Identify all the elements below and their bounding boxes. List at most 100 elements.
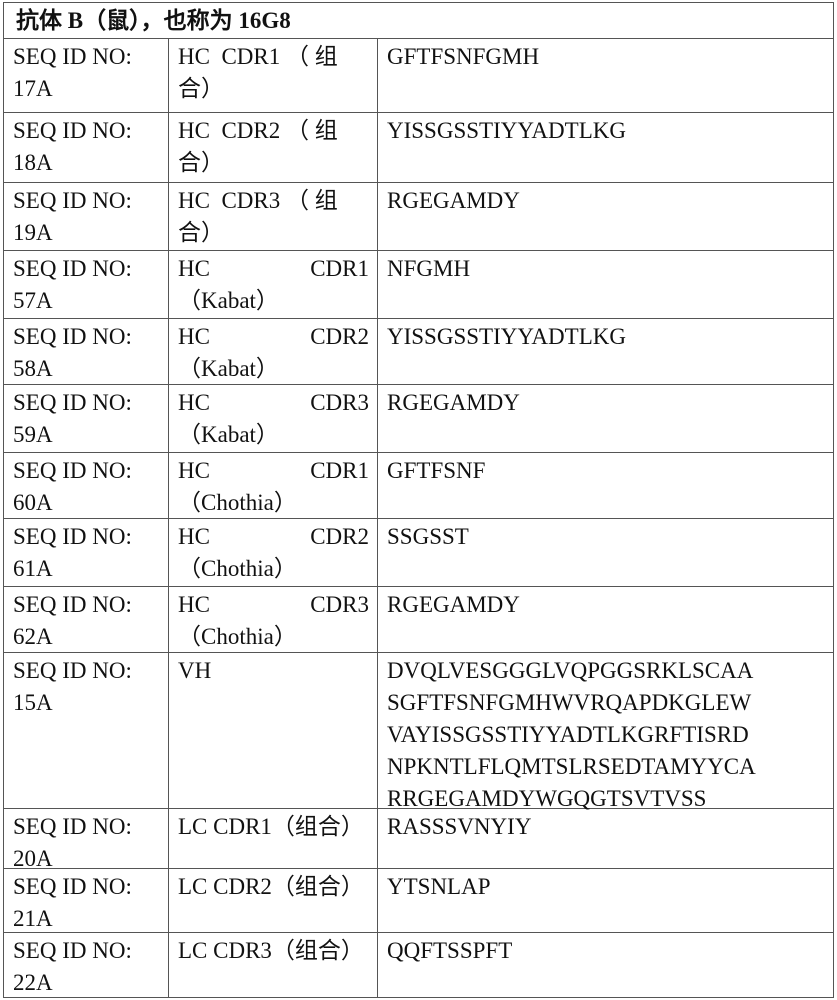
region-label-text: HC <box>178 253 210 285</box>
sequence-cell: DVQLVESGGGLVQPGGSRKLSCAASGFTFSNFGMHWVRQA… <box>378 653 833 808</box>
sequence-text: YISSGSSTIYYADTLKG <box>387 321 825 353</box>
region-label-line: HC CDR1 <box>178 253 369 285</box>
region-label-text: 合） <box>178 73 369 105</box>
seq-id-text: SEQ ID NO: <box>13 521 160 553</box>
region-label-text: LC CDR3（组合） <box>178 935 369 967</box>
sequence-cell: QQFTSSPFT <box>378 933 833 997</box>
region-label-text: （Kabat） <box>178 353 369 385</box>
sequence-cell: GFTFSNFGMH <box>378 39 833 112</box>
region-label-line: HC CDR3 <box>178 387 369 419</box>
region-label-text: CDR3 <box>310 589 369 621</box>
region-label-text: （Chothia） <box>178 621 369 653</box>
region-label-cell: LC CDR3（组合） <box>169 933 378 997</box>
seq-id-cell: SEQ ID NO:21A <box>4 869 169 932</box>
table-row: SEQ ID NO:20A LC CDR1（组合） RASSSVNYIY <box>4 809 833 869</box>
seq-id-cell: SEQ ID NO:57A <box>4 251 169 318</box>
seq-id-text: 22A <box>13 967 160 999</box>
sequence-cell: RASSSVNYIY <box>378 809 833 868</box>
sequence-text: RGEGAMDY <box>387 387 825 419</box>
sequence-text: NFGMH <box>387 253 825 285</box>
region-label-text: CDR3 <box>310 387 369 419</box>
sequence-cell: GFTFSNF <box>378 453 833 518</box>
sequence-text: RASSSVNYIY <box>387 811 825 843</box>
seq-id-text: 59A <box>13 419 160 451</box>
seq-id-text: SEQ ID NO: <box>13 455 160 487</box>
region-label-text: LC CDR1（组合） <box>178 811 369 843</box>
region-label-text: CDR2 <box>310 321 369 353</box>
table-row: SEQ ID NO:17AHC CDR1 （ 组合）GFTFSNFGMH <box>4 39 833 113</box>
table-row: SEQ ID NO:21A LC CDR2（组合） YTSNLAP <box>4 869 833 933</box>
region-label-text: HC CDR1 （ 组 <box>178 41 369 73</box>
region-label-text: VH <box>178 655 369 687</box>
seq-id-text: 58A <box>13 353 160 385</box>
table-row: SEQ ID NO:60AHCCDR1（Chothia）GFTFSNF <box>4 453 833 519</box>
sequence-text: VAYISSGSSTIYYADTLKGRFTISRD <box>387 719 825 751</box>
sequence-cell: RGEGAMDY <box>378 183 833 250</box>
region-label-text: HC CDR2 （ 组 <box>178 115 369 147</box>
region-label-text: HC <box>178 321 210 353</box>
table-row: SEQ ID NO:62A HCCDR3（Chothia） RGEGAMDY <box>4 587 833 653</box>
seq-id-text: 21A <box>13 903 160 935</box>
sequence-text: SGFTFSNFGMHWVRQAPDKGLEW <box>387 687 825 719</box>
region-label-text: HC <box>178 387 210 419</box>
seq-id-text: SEQ ID NO: <box>13 871 160 903</box>
sequence-text: YTSNLAP <box>387 871 825 903</box>
region-label-text: HC CDR3 （ 组 <box>178 185 369 217</box>
region-label-text: HC <box>178 521 210 553</box>
seq-id-cell: SEQ ID NO:19A <box>4 183 169 250</box>
seq-id-cell: SEQ ID NO:22A <box>4 933 169 997</box>
seq-id-text: SEQ ID NO: <box>13 589 160 621</box>
region-label-cell: HC CDR1 （ 组合） <box>169 39 378 112</box>
region-label-text: （Chothia） <box>178 553 369 585</box>
sequence-cell: NFGMH <box>378 251 833 318</box>
seq-id-cell: SEQ ID NO:61A <box>4 519 169 586</box>
seq-id-text: SEQ ID NO: <box>13 655 160 687</box>
seq-id-cell: SEQ ID NO:60A <box>4 453 169 518</box>
table-row: SEQ ID NO:18AHC CDR2 （ 组合）YISSGSSTIYYADT… <box>4 113 833 183</box>
seq-id-cell: SEQ ID NO:20A <box>4 809 169 868</box>
sequence-cell: SSGSST <box>378 519 833 586</box>
table-row: SEQ ID NO:61AHCCDR2（Chothia）SSGSST <box>4 519 833 587</box>
region-label-cell: LC CDR2（组合） <box>169 869 378 932</box>
sequence-cell: YISSGSSTIYYADTLKG <box>378 113 833 182</box>
seq-id-text: 61A <box>13 553 160 585</box>
seq-id-text: 17A <box>13 73 160 105</box>
region-label-text: CDR1 <box>310 253 369 285</box>
region-label-text: 合） <box>178 147 369 179</box>
region-label-cell: HCCDR1（Chothia） <box>169 453 378 518</box>
seq-id-text: 60A <box>13 487 160 519</box>
seq-id-text: SEQ ID NO: <box>13 321 160 353</box>
sequence-text: RGEGAMDY <box>387 589 825 621</box>
region-label-cell: LC CDR1（组合） <box>169 809 378 868</box>
region-label-text: （Chothia） <box>178 487 369 519</box>
region-label-cell: HCCDR3（Chothia） <box>169 587 378 652</box>
region-label-text: 合） <box>178 217 369 249</box>
table-row: SEQ ID NO:57AHCCDR1（Kabat）NFGMH <box>4 251 833 319</box>
seq-id-text: SEQ ID NO: <box>13 115 160 147</box>
antibody-sequence-table: 抗体 B（鼠），也称为 16G8 SEQ ID NO:17AHC CDR1 （ … <box>3 2 834 998</box>
sequence-text: YISSGSSTIYYADTLKG <box>387 115 825 147</box>
seq-id-text: 62A <box>13 621 160 653</box>
seq-id-cell: SEQ ID NO:18A <box>4 113 169 182</box>
table-row: SEQ ID NO:15AVHDVQLVESGGGLVQPGGSRKLSCAAS… <box>4 653 833 809</box>
seq-id-text: SEQ ID NO: <box>13 935 160 967</box>
region-label-cell: HCCDR3（Kabat） <box>169 385 378 452</box>
table-body: SEQ ID NO:17AHC CDR1 （ 组合）GFTFSNFGMHSEQ … <box>4 39 833 997</box>
table-row: SEQ ID NO:19A HC CDR3 （ 组合） RGEGAMDY <box>4 183 833 251</box>
seq-id-text: 18A <box>13 147 160 179</box>
region-label-text: HC <box>178 455 210 487</box>
seq-id-text: SEQ ID NO: <box>13 253 160 285</box>
sequence-cell: YTSNLAP <box>378 869 833 932</box>
seq-id-cell: SEQ ID NO:59A <box>4 385 169 452</box>
region-label-cell: HC CDR2 （ 组合） <box>169 113 378 182</box>
sequence-text: QQFTSSPFT <box>387 935 825 967</box>
table-row: SEQ ID NO:22A LC CDR3（组合） QQFTSSPFT <box>4 933 833 997</box>
region-label-cell: HC CDR2（Kabat） <box>169 319 378 384</box>
region-label-cell: HCCDR2（Chothia） <box>169 519 378 586</box>
seq-id-text: SEQ ID NO: <box>13 387 160 419</box>
sequence-text: GFTFSNF <box>387 455 825 487</box>
region-label-line: HCCDR3 <box>178 589 369 621</box>
sequence-cell: RGEGAMDY <box>378 385 833 452</box>
seq-id-text: 19A <box>13 217 160 249</box>
region-label-text: LC CDR2（组合） <box>178 871 369 903</box>
